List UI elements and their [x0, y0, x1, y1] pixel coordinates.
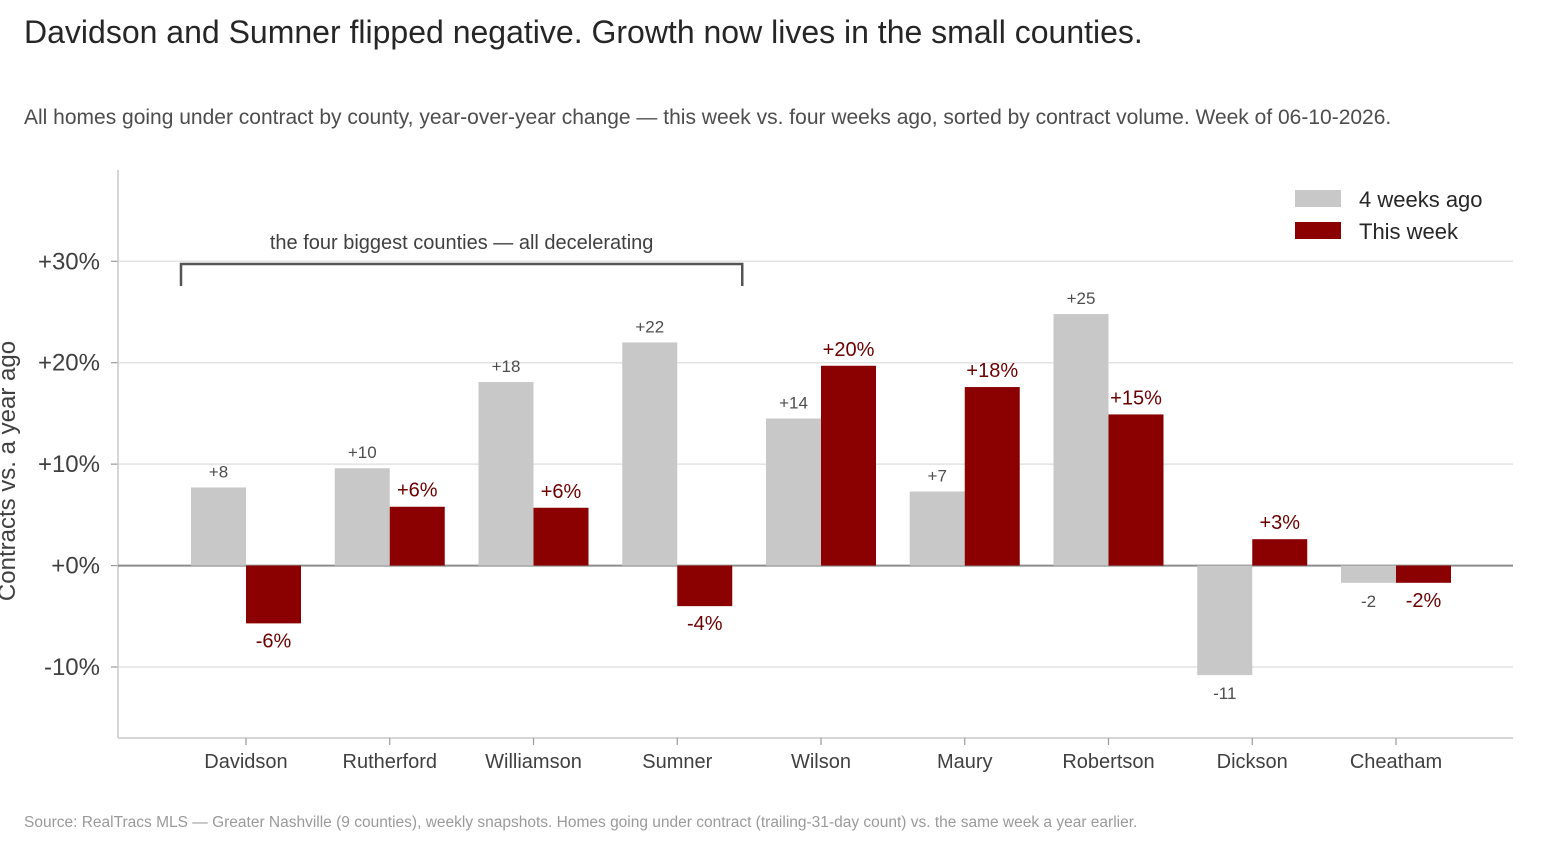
x-tick-label-robertson: Robertson [1062, 751, 1154, 773]
y-tick-label: +20% [38, 350, 100, 377]
data-label-prior-davidson: +8 [209, 462, 228, 481]
data-label-current-cheatham: -2% [1406, 590, 1442, 612]
bar-prior-cheatham [1341, 565, 1396, 583]
y-tick-label: +30% [38, 248, 100, 275]
bar-current-robertson [1108, 414, 1164, 566]
chart-subtitle: All homes going under contract by county… [24, 106, 1392, 129]
x-tick-label-davidson: Davidson [204, 751, 287, 773]
data-label-prior-williamson: +18 [492, 357, 521, 376]
data-label-prior-wilson: +14 [779, 394, 808, 413]
bar-prior-rutherford [334, 468, 390, 566]
data-label-prior-cheatham: -2 [1361, 592, 1376, 611]
legend-item-this-week-swatch [1295, 222, 1341, 239]
bar-prior-williamson [478, 381, 534, 566]
bars [191, 314, 1451, 676]
data-label-current-williamson: +6% [541, 481, 582, 503]
bar-current-cheatham [1396, 565, 1451, 583]
data-label-prior-rutherford: +10 [348, 443, 377, 462]
data-label-current-wilson: +20% [823, 339, 875, 361]
y-tick-label: +0% [51, 553, 100, 580]
bar-prior-maury [909, 491, 965, 566]
data-label-prior-sumner: +22 [635, 317, 664, 336]
y-axis-label: Contracts vs. a year ago [0, 341, 21, 601]
data-labels: +8 -6% +10 +6% +18 +6% +22 -4% +14 +20% +7 +18% +25 +… [209, 289, 1442, 703]
data-label-prior-dickson: -11 [1213, 684, 1236, 703]
bar-current-williamson [533, 507, 589, 566]
bar-prior-dickson [1197, 565, 1253, 676]
legend-item-4-weeks-ago-label: 4 weeks ago [1359, 187, 1483, 212]
x-tick-label-dickson: Dickson [1217, 751, 1288, 773]
bar-prior-sumner [622, 342, 678, 566]
data-label-current-robertson: +15% [1110, 387, 1162, 409]
x-tick-label-sumner: Sumner [642, 751, 712, 773]
bar-current-rutherford [389, 506, 445, 566]
data-label-prior-maury: +7 [928, 467, 947, 486]
bar-current-davidson [246, 565, 301, 624]
data-label-current-rutherford: +6% [397, 480, 438, 502]
legend-item-this-week-label: This week [1359, 219, 1459, 244]
data-label-prior-robertson: +25 [1067, 289, 1096, 308]
data-label-current-davidson: -6% [256, 630, 292, 652]
chart-title: Davidson and Sumner flipped negative. Gr… [24, 14, 1143, 50]
x-tick-label-williamson: Williamson [485, 751, 582, 773]
x-tick-label-maury: Maury [937, 751, 993, 773]
legend-item-4-weeks-ago-swatch [1295, 190, 1341, 207]
data-label-current-sumner: -4% [687, 613, 723, 635]
annotation-bracket-line [179, 262, 744, 286]
legend: 4 weeks ago This week [1295, 187, 1483, 244]
x-tick-label-rutherford: Rutherford [343, 751, 438, 773]
y-tick-label: +10% [38, 451, 100, 478]
bar-current-maury [964, 387, 1020, 566]
bar-prior-robertson [1053, 314, 1109, 566]
bar-prior-davidson [191, 487, 246, 566]
source-note: Source: RealTracs MLS — Greater Nashvill… [24, 814, 1138, 831]
data-label-current-dickson: +3% [1259, 512, 1300, 534]
bar-current-sumner [677, 565, 733, 607]
annotation-text: the four biggest counties — all decelera… [270, 232, 654, 254]
x-tick-label-wilson: Wilson [791, 751, 851, 773]
x-tick-label-cheatham: Cheatham [1350, 751, 1442, 773]
data-label-current-maury: +18% [966, 360, 1018, 382]
bar-current-dickson [1252, 539, 1308, 566]
annotation-bracket: the four biggest counties — all decelera… [179, 232, 744, 286]
y-tick-label: -10% [44, 654, 100, 681]
axes: -10% +0% +10% +20% +30% Contracts vs. a year … [0, 170, 1513, 773]
bar-prior-wilson [766, 418, 821, 566]
bar-current-wilson [821, 365, 876, 566]
